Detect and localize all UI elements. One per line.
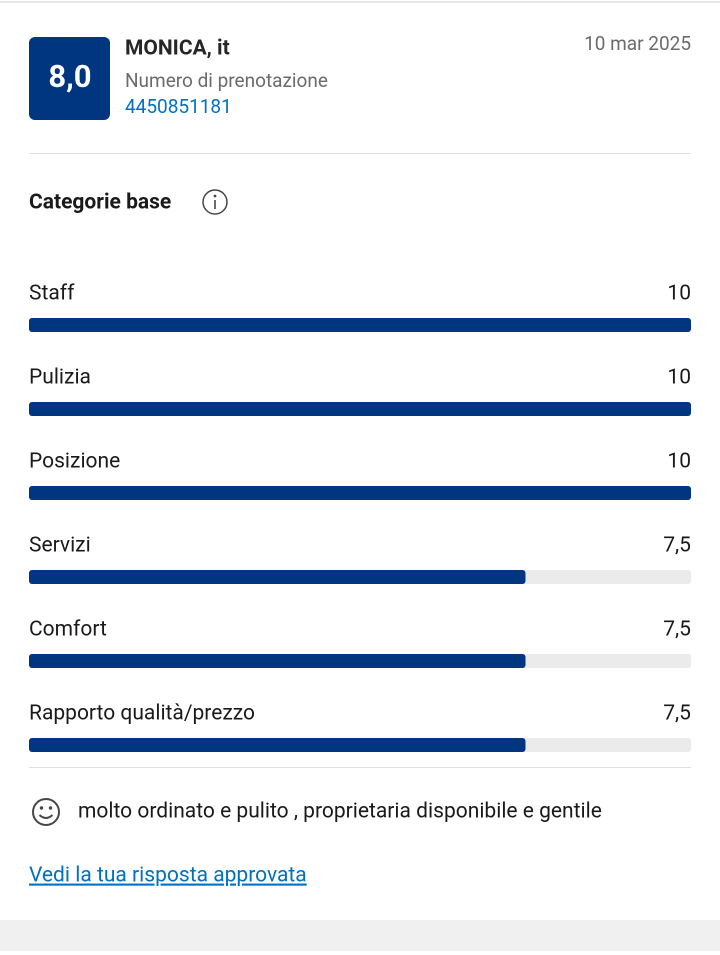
bar bbox=[29, 486, 691, 500]
review-date: 10 mar 2025 bbox=[584, 32, 691, 55]
approved-reply-link[interactable]: Vedi la tua risposta approvata bbox=[29, 864, 307, 888]
category-score: 7,5 bbox=[663, 534, 691, 558]
info-circle bbox=[202, 189, 228, 215]
info-dot bbox=[213, 194, 217, 198]
category-name: Staff bbox=[29, 282, 75, 306]
score: 8,0 bbox=[48, 58, 91, 95]
bottom-band bbox=[0, 920, 720, 951]
category-score: 7,5 bbox=[663, 618, 691, 642]
category-name: Posizione bbox=[29, 450, 120, 474]
smiley-mouth bbox=[38, 814, 54, 819]
comment: molto ordinato e pulito , proprietaria d… bbox=[78, 800, 602, 824]
bar bbox=[29, 738, 526, 752]
smiley-eye bbox=[48, 806, 53, 810]
booking-number[interactable]: 4450851181 bbox=[125, 95, 232, 118]
category-name: Rapporto qualità/prezzo bbox=[29, 702, 255, 726]
category-score: 10 bbox=[667, 366, 691, 390]
category-rows: Staff 10 Pulizia 10 Posizione 10 Servizi 7,5 Com… bbox=[29, 282, 691, 752]
score-box bbox=[29, 37, 110, 120]
category-name: Comfort bbox=[29, 618, 107, 642]
category-score: 10 bbox=[667, 450, 691, 474]
smiley-icon bbox=[32, 798, 60, 826]
booking-label: Numero di prenotazione bbox=[125, 69, 328, 92]
guest-name: MONICA, it bbox=[125, 37, 230, 61]
category-score: 10 bbox=[667, 282, 691, 306]
bar bbox=[29, 570, 526, 584]
info-icon[interactable] bbox=[202, 189, 228, 215]
category-score: 7,5 bbox=[663, 702, 691, 726]
bar bbox=[29, 318, 691, 332]
category-name: Servizi bbox=[29, 534, 91, 558]
bar bbox=[29, 654, 526, 668]
category-name: Pulizia bbox=[29, 366, 91, 390]
smiley-face bbox=[32, 798, 60, 826]
section-title: Categorie base bbox=[29, 191, 171, 215]
bar bbox=[29, 402, 691, 416]
smiley-eye bbox=[39, 806, 44, 810]
